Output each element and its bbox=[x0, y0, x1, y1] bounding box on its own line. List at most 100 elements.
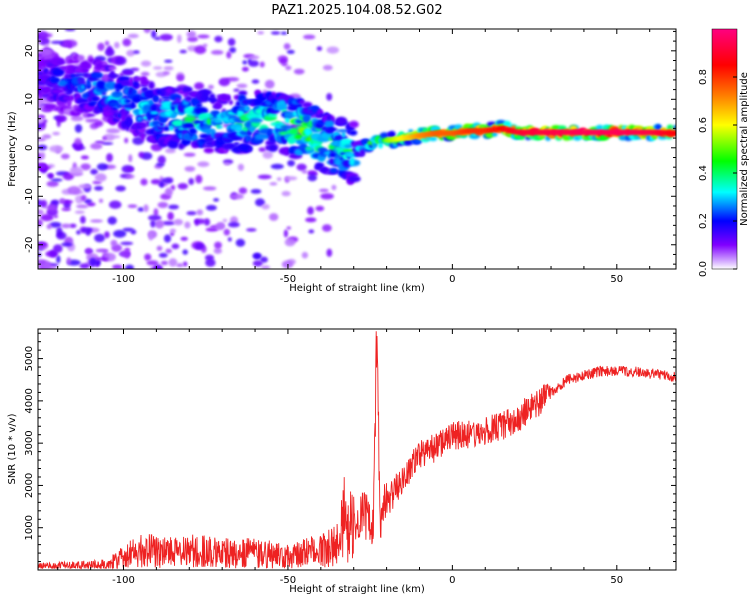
heatmap-cell bbox=[183, 116, 197, 122]
heatmap-cell bbox=[104, 40, 110, 46]
heatmap-cell bbox=[238, 187, 248, 194]
heatmap-cell bbox=[276, 177, 282, 182]
heatmap-cell bbox=[329, 167, 338, 173]
heatmap-cell bbox=[324, 119, 335, 129]
heatmap-cell bbox=[159, 33, 173, 41]
heatmap-cell bbox=[329, 158, 335, 165]
top-x-axis-label: Height of straight line (km) bbox=[289, 283, 425, 294]
heatmap-cell bbox=[250, 189, 262, 194]
heatmap-cell bbox=[223, 228, 230, 236]
colorbar-tick-label: 0.2 bbox=[698, 213, 709, 229]
heatmap-cell bbox=[238, 90, 248, 96]
heatmap-cell bbox=[61, 242, 73, 247]
heatmap-cell bbox=[56, 255, 61, 264]
heatmap-cell bbox=[379, 132, 389, 139]
heatmap-cell bbox=[49, 249, 58, 258]
heatmap-cell bbox=[194, 242, 205, 250]
heatmap-cell bbox=[157, 155, 166, 165]
top-y-tick-label: 20 bbox=[24, 44, 35, 57]
heatmap-cell bbox=[197, 34, 210, 39]
heatmap-cell bbox=[62, 95, 72, 102]
heatmap-cell bbox=[107, 216, 117, 225]
heatmap-cell bbox=[126, 49, 135, 57]
heatmap-cell bbox=[322, 64, 333, 71]
heatmap-cell bbox=[227, 38, 236, 47]
heatmap-cell bbox=[287, 160, 295, 167]
heatmap-cell bbox=[150, 220, 156, 228]
heatmap-cell bbox=[256, 133, 271, 140]
heatmap-cell bbox=[316, 46, 323, 51]
heatmap-cell bbox=[95, 257, 109, 261]
heatmap-cell bbox=[153, 66, 163, 70]
heatmap-cell bbox=[320, 166, 328, 173]
heatmap-cell bbox=[252, 260, 263, 267]
heatmap-cell bbox=[81, 67, 89, 74]
heatmap-cell bbox=[49, 77, 61, 84]
heatmap-cell bbox=[171, 119, 185, 127]
heatmap-cell bbox=[217, 125, 223, 129]
top-y-tick-label: 10 bbox=[24, 93, 35, 106]
heatmap-cell bbox=[188, 178, 195, 185]
heatmap-cell bbox=[43, 49, 51, 57]
heatmap-cell bbox=[102, 61, 108, 66]
heatmap-cell bbox=[257, 174, 272, 180]
heatmap-cell bbox=[74, 124, 83, 133]
heatmap-cell bbox=[154, 36, 161, 41]
heatmap-cell bbox=[156, 245, 163, 251]
heatmap-cell bbox=[103, 252, 116, 262]
heatmap-cell bbox=[194, 82, 205, 90]
bottom-y-tick-label: 5000 bbox=[24, 346, 35, 371]
heatmap-cell bbox=[267, 112, 278, 118]
heatmap-cell bbox=[133, 50, 140, 54]
heatmap-cell bbox=[77, 54, 85, 62]
heatmap-cell bbox=[170, 184, 176, 191]
heatmap-cell bbox=[251, 79, 260, 84]
heatmap-cell bbox=[171, 243, 180, 250]
heatmap-cell bbox=[101, 142, 114, 145]
heatmap-cell bbox=[67, 42, 73, 49]
heatmap-cell bbox=[244, 105, 249, 112]
heatmap-cell bbox=[127, 33, 139, 39]
heatmap-cell bbox=[144, 92, 155, 99]
heatmap-cell bbox=[161, 177, 173, 184]
heatmap-cell bbox=[162, 71, 170, 76]
heatmap-cell bbox=[91, 97, 100, 101]
heatmap-cell bbox=[179, 49, 187, 54]
heatmap-cell bbox=[143, 204, 149, 212]
heatmap-cell bbox=[79, 84, 86, 91]
colorbar-tick-label: 0.4 bbox=[698, 165, 709, 181]
heatmap-cell bbox=[176, 74, 185, 82]
heatmap-cell bbox=[125, 174, 135, 179]
heatmap-cell bbox=[209, 98, 220, 103]
heatmap-cell bbox=[301, 170, 308, 174]
top-x-tick-label: -100 bbox=[112, 274, 135, 285]
top-y-tick-label: -10 bbox=[24, 188, 35, 204]
heatmap-cell bbox=[160, 260, 168, 266]
heatmap-cell bbox=[122, 38, 132, 47]
heatmap-cell bbox=[85, 247, 93, 255]
heatmap-cell bbox=[327, 115, 331, 121]
heatmap-cell bbox=[194, 218, 206, 225]
heatmap-cell bbox=[128, 154, 133, 163]
heatmap-cell bbox=[284, 238, 296, 247]
heatmap-cell bbox=[64, 29, 76, 32]
heatmap-cell bbox=[241, 66, 249, 72]
heatmap-cell bbox=[229, 216, 239, 225]
heatmap-cell bbox=[38, 259, 46, 265]
heatmap-cell bbox=[237, 163, 244, 171]
heatmap-cell bbox=[90, 168, 98, 175]
heatmap-cell bbox=[655, 124, 662, 130]
heatmap-cell bbox=[229, 47, 237, 53]
heatmap-cell bbox=[276, 105, 288, 111]
colorbar-ticks: 0.0 0.2 0.4 0.6 0.8 bbox=[698, 69, 737, 277]
colorbar-label: Normalized spectral amplitude bbox=[739, 72, 750, 226]
heatmap-cell bbox=[38, 219, 43, 227]
heatmap-cell bbox=[38, 162, 47, 170]
heatmap-cell bbox=[107, 110, 121, 114]
heatmap-cell bbox=[203, 186, 217, 191]
heatmap-cell bbox=[168, 204, 180, 210]
heatmap-cell bbox=[280, 125, 295, 129]
colorbar-tick-label: 0.8 bbox=[698, 69, 709, 85]
